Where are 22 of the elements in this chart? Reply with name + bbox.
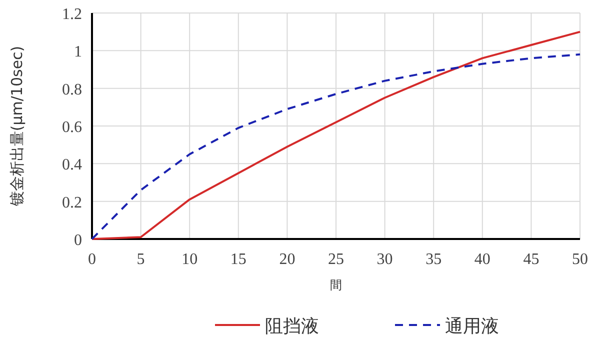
x-tick-label: 40 — [474, 251, 490, 268]
y-tick-label: 1 — [74, 44, 82, 61]
legend-label: 阻挡液 — [265, 316, 319, 337]
x-tick-label: 35 — [426, 251, 442, 268]
x-tick-label: 5 — [136, 251, 145, 268]
y-tick-label: 0.6 — [62, 119, 82, 136]
x-tick-label: 15 — [230, 251, 246, 268]
x-tick-label: 20 — [279, 251, 296, 268]
y-tick-label: 0.8 — [62, 81, 82, 98]
y-tick-label: 1.2 — [62, 6, 82, 23]
y-tick-label: 0.2 — [62, 194, 82, 212]
x-axis-title: 間 — [330, 278, 342, 292]
x-tick-label: 45 — [523, 251, 540, 268]
x-tick-label: 0 — [88, 251, 96, 268]
x-tick-label: 30 — [376, 251, 393, 268]
y-tick-label: 0.4 — [62, 156, 82, 174]
x-tick-label: 10 — [182, 251, 198, 268]
y-axis-title: 镀金析出量(μm/10sec) — [8, 46, 26, 208]
x-tick-label: 25 — [328, 251, 344, 268]
x-tick-label: 50 — [572, 251, 588, 268]
y-tick-label: 0 — [74, 232, 82, 249]
legend-label: 通用液 — [445, 316, 499, 337]
